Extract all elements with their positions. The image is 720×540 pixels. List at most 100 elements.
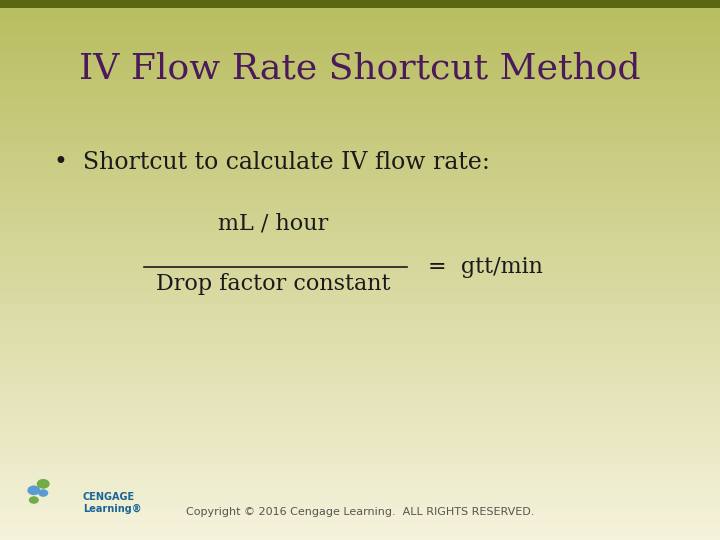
Bar	[0, 275, 720, 277]
Bar	[0, 223, 720, 225]
Bar	[0, 313, 720, 315]
Bar	[0, 378, 720, 380]
Bar	[0, 263, 720, 265]
Bar	[0, 23, 720, 25]
Bar	[0, 427, 720, 428]
Bar	[0, 166, 720, 167]
Bar	[0, 117, 720, 119]
Bar	[0, 360, 720, 362]
Bar	[0, 11, 720, 12]
Bar	[0, 423, 720, 425]
Text: mL / hour: mL / hour	[218, 213, 329, 235]
Bar	[0, 380, 720, 382]
Bar	[0, 150, 720, 151]
Bar	[0, 243, 720, 245]
Bar	[0, 58, 720, 59]
Bar	[0, 482, 720, 484]
Bar	[0, 290, 720, 292]
Bar	[0, 340, 720, 342]
Bar	[0, 236, 720, 238]
Bar	[0, 282, 720, 285]
Bar	[0, 353, 720, 355]
Bar	[0, 455, 720, 457]
Bar	[0, 533, 720, 535]
Bar	[0, 180, 720, 182]
Bar	[0, 407, 720, 409]
Bar	[0, 76, 720, 77]
Bar	[0, 356, 720, 358]
Bar	[0, 315, 720, 317]
Bar	[0, 511, 720, 513]
Bar	[0, 454, 720, 455]
Bar	[0, 178, 720, 180]
Bar	[0, 525, 720, 528]
Bar	[0, 491, 720, 493]
Bar	[0, 281, 720, 282]
Bar	[0, 344, 720, 346]
Bar	[0, 306, 720, 308]
Bar	[0, 490, 720, 491]
Bar	[0, 74, 720, 76]
Bar	[0, 66, 720, 69]
Bar	[0, 39, 720, 42]
Bar	[0, 42, 720, 43]
Bar	[0, 22, 720, 23]
Bar	[0, 301, 720, 302]
Bar	[0, 5, 720, 7]
Bar	[0, 517, 720, 518]
Bar	[0, 437, 720, 439]
Bar	[0, 110, 720, 112]
Bar	[0, 52, 720, 54]
Bar	[0, 501, 720, 502]
Bar	[0, 302, 720, 304]
Bar	[0, 36, 720, 38]
Bar	[0, 528, 720, 529]
Bar	[0, 126, 720, 128]
Bar	[0, 108, 720, 110]
Bar	[0, 346, 720, 347]
Bar	[0, 2, 720, 4]
Bar	[0, 328, 720, 329]
Bar	[0, 475, 720, 477]
Bar	[0, 347, 720, 349]
Bar	[0, 207, 720, 209]
Bar	[0, 187, 720, 189]
Bar	[0, 59, 720, 61]
Bar	[0, 155, 720, 157]
Bar	[0, 144, 720, 146]
Bar	[0, 7, 720, 9]
Bar	[0, 221, 720, 223]
Bar	[0, 432, 720, 434]
Bar	[0, 447, 720, 448]
Bar	[0, 274, 720, 275]
Bar	[0, 205, 720, 207]
Bar	[0, 373, 720, 374]
Bar	[0, 131, 720, 133]
Bar	[0, 157, 720, 158]
Bar	[0, 106, 720, 108]
Text: =  gtt/min: = gtt/min	[428, 256, 544, 278]
Bar	[0, 288, 720, 290]
Bar	[0, 535, 720, 536]
Bar	[0, 506, 720, 508]
Bar	[0, 258, 720, 259]
Bar	[0, 133, 720, 135]
Bar	[0, 272, 720, 274]
Bar	[0, 329, 720, 331]
Circle shape	[37, 479, 50, 489]
Bar	[0, 389, 720, 390]
Bar	[0, 194, 720, 196]
Bar	[0, 0, 720, 8]
Bar	[0, 529, 720, 531]
Bar	[0, 90, 720, 92]
Bar	[0, 164, 720, 166]
Bar	[0, 299, 720, 301]
Bar	[0, 72, 720, 74]
Bar	[0, 9, 720, 11]
Bar	[0, 390, 720, 393]
Bar	[0, 25, 720, 27]
Bar	[0, 119, 720, 120]
Bar	[0, 140, 720, 142]
Bar	[0, 394, 720, 396]
Bar	[0, 309, 720, 312]
